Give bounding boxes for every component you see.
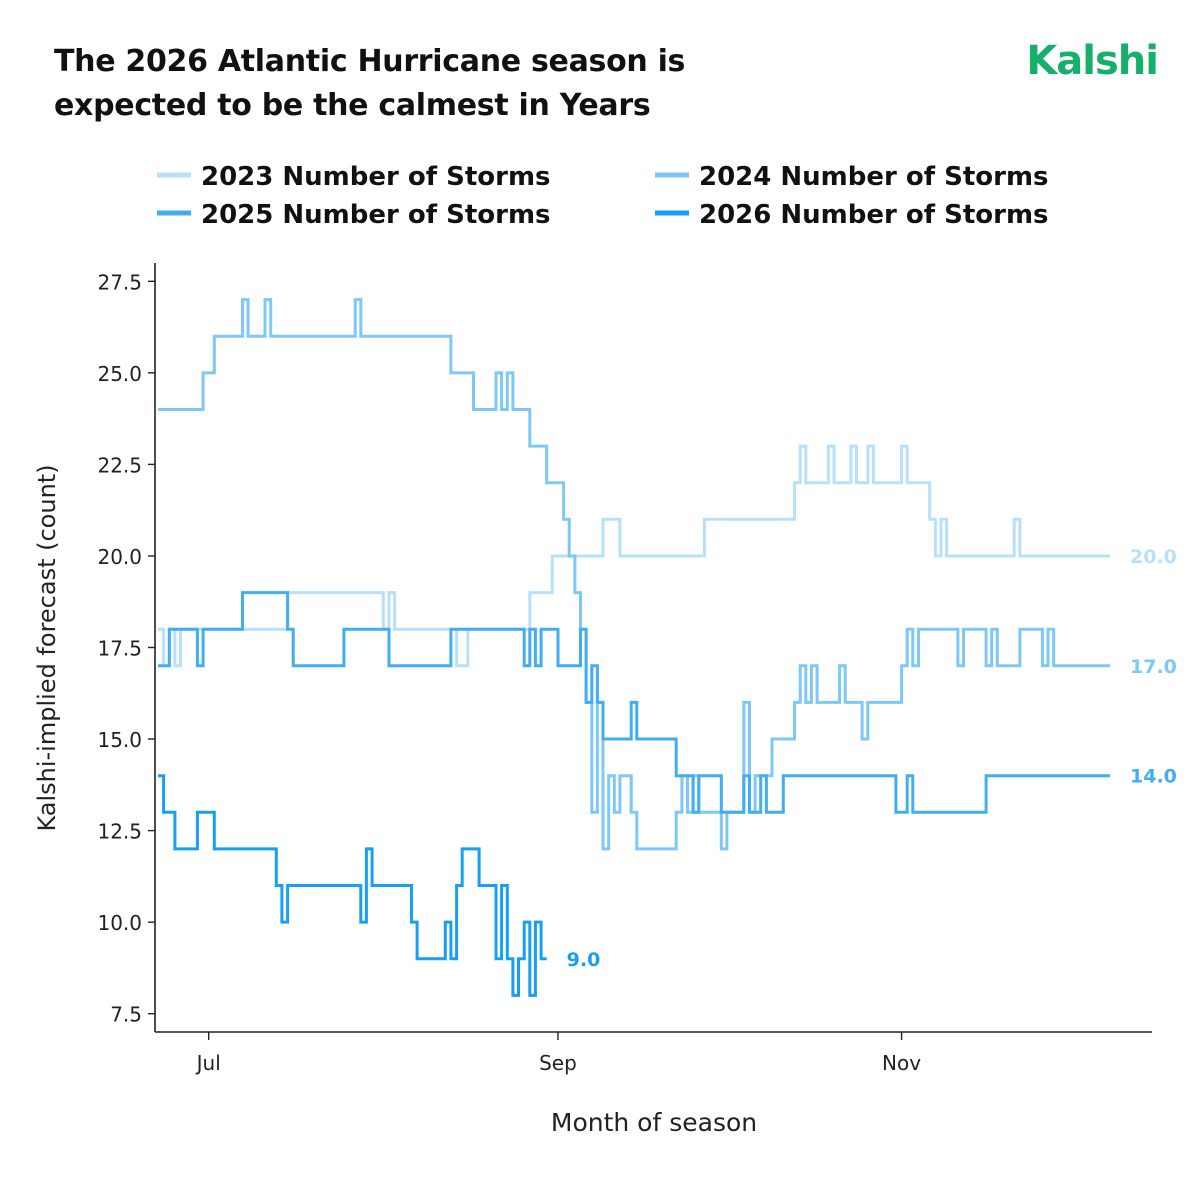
end-label-1: 20.0 bbox=[1130, 546, 1177, 568]
y-tick-label: 7.5 bbox=[110, 1003, 142, 1027]
end-label-2: 17.0 bbox=[1130, 656, 1177, 678]
axes bbox=[154, 263, 1152, 1033]
series-line-3 bbox=[158, 591, 1110, 814]
kalshi-logo: Kalshi bbox=[1026, 38, 1159, 84]
legend-label-3: 2025 Number of Storms bbox=[201, 200, 551, 230]
series-layer bbox=[158, 298, 1110, 997]
y-tick-label: 25.0 bbox=[97, 362, 142, 386]
y-ticks: 7.5 10.0 12.5 15.0 17.5 20.0 22.5 25.0 27.5 bbox=[97, 270, 155, 1027]
x-tick-label: Jul bbox=[195, 1051, 221, 1075]
y-tick-label: 10.0 bbox=[97, 911, 142, 935]
chart-title-line2: expected to be the calmest in Years bbox=[54, 88, 651, 123]
y-tick-label: 27.5 bbox=[97, 270, 142, 294]
series-line-2 bbox=[158, 298, 1110, 851]
x-axis-label: Month of season bbox=[551, 1108, 757, 1137]
x-ticks: Jul Sep Nov bbox=[195, 1032, 921, 1075]
series-line-4 bbox=[158, 774, 547, 997]
end-label-4: 9.0 bbox=[567, 949, 601, 971]
chart-title: The 2026 Atlantic Hurricane season is ex… bbox=[54, 40, 814, 128]
legend: 2023 Number of Storms 2024 Number of Stor… bbox=[157, 162, 1049, 230]
chart-title-line1: The 2026 Atlantic Hurricane season is bbox=[54, 44, 686, 79]
legend-label-2: 2024 Number of Storms bbox=[699, 162, 1049, 192]
end-label-3: 14.0 bbox=[1130, 766, 1177, 788]
legend-label-1: 2023 Number of Storms bbox=[201, 162, 551, 192]
end-labels: 20.0 17.0 14.0 9.0 bbox=[567, 546, 1177, 971]
y-tick-label: 17.5 bbox=[97, 637, 142, 661]
y-tick-label: 20.0 bbox=[97, 545, 142, 569]
series-line-1 bbox=[158, 444, 1110, 668]
y-tick-label: 15.0 bbox=[97, 728, 142, 752]
legend-label-4: 2026 Number of Storms bbox=[699, 200, 1049, 230]
y-tick-label: 22.5 bbox=[97, 453, 142, 477]
x-tick-label: Sep bbox=[539, 1051, 577, 1075]
y-axis-label: Kalshi-implied forecast (count) bbox=[33, 464, 61, 831]
y-tick-label: 12.5 bbox=[97, 820, 142, 844]
x-tick-label: Nov bbox=[882, 1051, 921, 1075]
